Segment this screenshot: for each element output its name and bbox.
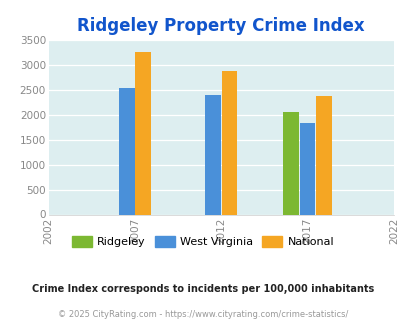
Text: © 2025 CityRating.com - https://www.cityrating.com/crime-statistics/: © 2025 CityRating.com - https://www.city… (58, 310, 347, 319)
Bar (119, 87, 134, 214)
Bar (221, 71, 237, 214)
Bar (315, 96, 331, 214)
Bar (205, 95, 220, 214)
Text: Crime Index corresponds to incidents per 100,000 inhabitants: Crime Index corresponds to incidents per… (32, 284, 373, 294)
Bar (283, 112, 298, 214)
Bar (299, 122, 315, 214)
Bar (135, 52, 151, 214)
Title: Ridgeley Property Crime Index: Ridgeley Property Crime Index (77, 17, 364, 35)
Legend: Ridgeley, West Virginia, National: Ridgeley, West Virginia, National (67, 232, 338, 252)
